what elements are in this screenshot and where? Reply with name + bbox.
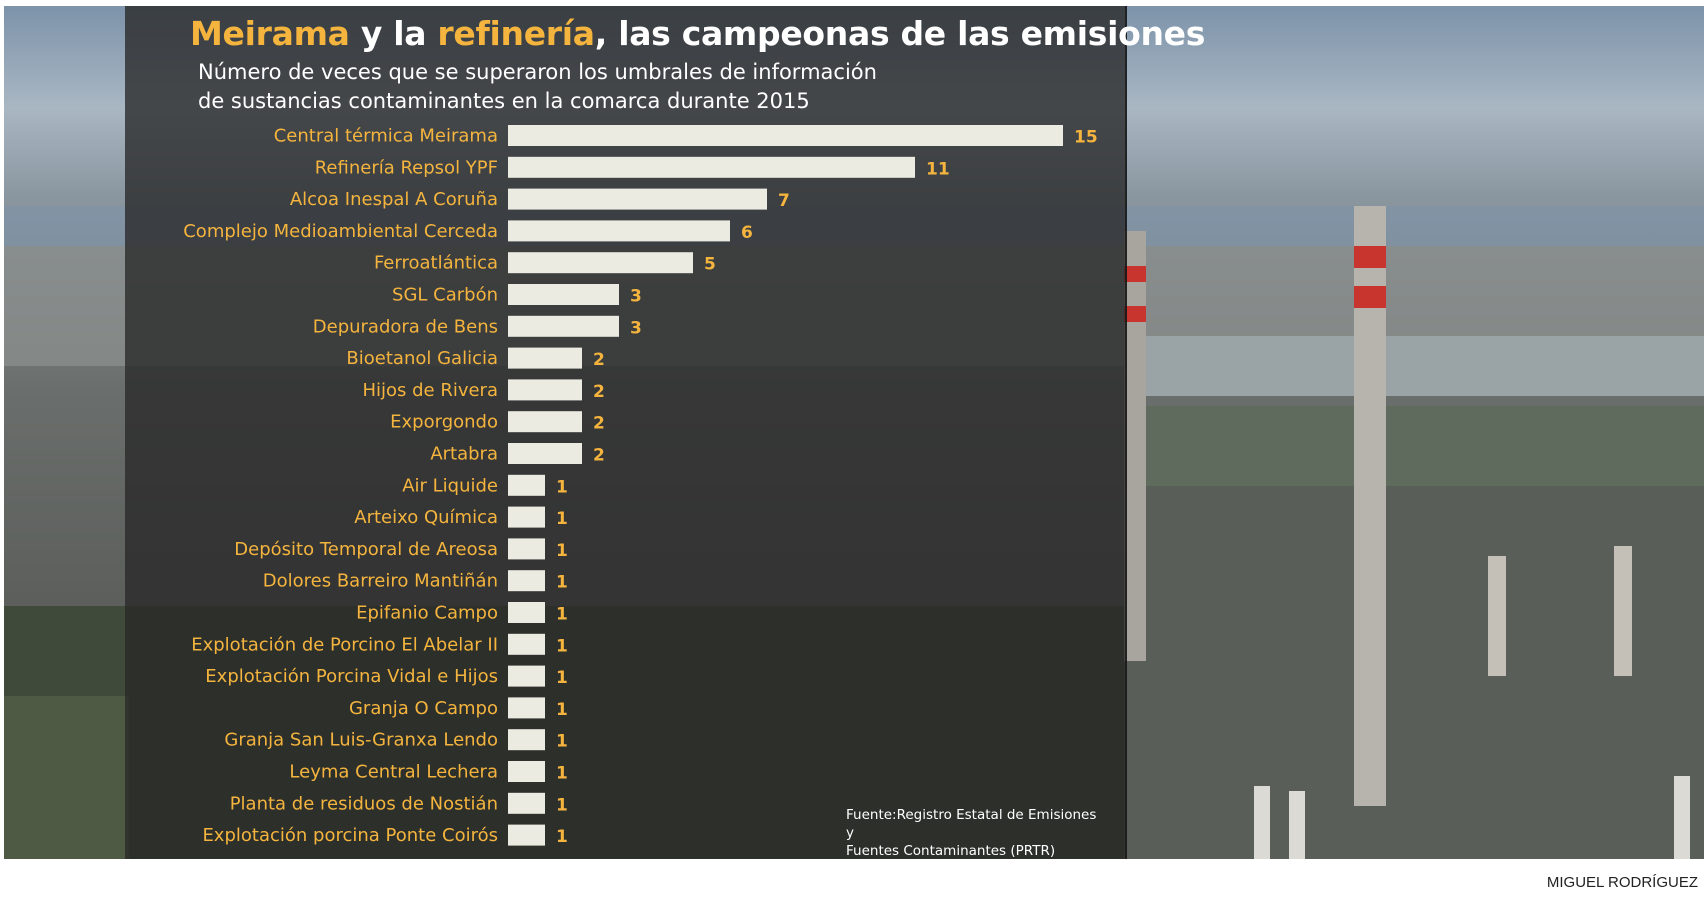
chart-panel: [125, 6, 1127, 859]
bar: [508, 188, 767, 210]
bar: [508, 252, 693, 274]
value-label: 6: [741, 223, 753, 243]
category-label: Central térmica Meirama: [274, 126, 498, 147]
category-label: Air Liquide: [402, 475, 498, 496]
bar: [508, 284, 619, 305]
category-label: Dolores Barreiro Mantiñán: [263, 571, 498, 592]
category-label: Ferroatlántica: [374, 253, 498, 274]
value-label: 1: [556, 509, 568, 529]
category-label: Exporgondo: [390, 412, 498, 433]
title-text-rest: , las campeonas de las emisiones: [594, 14, 1206, 53]
bar: [508, 729, 545, 751]
bar: [508, 792, 545, 814]
source-line-1: Fuente:Registro Estatal de Emisiones y: [846, 807, 1097, 841]
value-label: 1: [556, 764, 568, 784]
value-label: 1: [556, 795, 568, 815]
value-label: 1: [556, 732, 568, 752]
value-label: 1: [556, 636, 568, 656]
value-label: 7: [778, 191, 790, 211]
value-label: 11: [926, 159, 950, 179]
value-label: 1: [556, 605, 568, 625]
value-label: 3: [630, 318, 642, 338]
bar: [508, 506, 545, 528]
title-highlight-refineria: refinería: [437, 14, 595, 53]
category-label: Planta de residuos de Nostián: [230, 793, 498, 814]
chart-title: Meirama y la refinería, las campeonas de…: [190, 14, 1205, 53]
chart-subtitle: Número de veces que se superaron los umb…: [198, 58, 878, 116]
title-highlight-meirama: Meirama: [190, 14, 350, 53]
bar: [508, 474, 545, 496]
category-label: Explotación de Porcino El Abelar II: [191, 634, 498, 655]
subtitle-line-1: Número de veces que se superaron los umb…: [198, 60, 877, 84]
bar: [508, 570, 545, 592]
category-label: Leyma Central Lechera: [289, 762, 498, 783]
bar: [508, 411, 582, 433]
category-label: Arteixo Química: [354, 507, 498, 528]
category-label: Refinería Repsol YPF: [315, 157, 498, 178]
value-label: 3: [630, 287, 642, 307]
bar: [508, 443, 582, 464]
category-label: Artabra: [430, 444, 498, 465]
source-note: Fuente:Registro Estatal de Emisiones y F…: [846, 806, 1106, 860]
value-label: 1: [556, 700, 568, 720]
bar: [508, 602, 545, 623]
bar: [508, 697, 545, 719]
bar: [508, 538, 545, 560]
category-label: Explotación porcina Ponte Coirós: [202, 825, 498, 846]
category-label: Depuradora de Bens: [313, 316, 498, 337]
category-label: Explotación Porcina Vidal e Hijos: [205, 666, 498, 687]
value-label: 2: [593, 446, 605, 466]
value-label: 2: [593, 414, 605, 434]
subtitle-line-2: de sustancias contaminantes en la comarc…: [198, 89, 810, 113]
category-label: Hijos de Rivera: [362, 380, 498, 401]
value-label: 1: [556, 541, 568, 561]
value-label: 1: [556, 827, 568, 847]
value-label: 5: [704, 255, 716, 275]
bar: [508, 315, 619, 337]
bar: [508, 220, 730, 242]
title-text-connector: y la: [349, 14, 438, 53]
value-label: 1: [556, 573, 568, 593]
category-label: Alcoa Inespal A Coruña: [290, 189, 498, 210]
category-label: Complejo Medioambiental Cerceda: [183, 221, 498, 242]
category-label: Epifanio Campo: [356, 603, 498, 624]
value-label: 15: [1074, 128, 1098, 148]
photo-credit: MIGUEL RODRÍGUEZ: [1546, 874, 1698, 891]
value-label: 2: [593, 382, 605, 402]
source-line-2: Fuentes Contaminantes (PRTR): [846, 843, 1056, 859]
category-label: Granja O Campo: [349, 698, 498, 719]
category-label: Bioetanol Galicia: [346, 348, 498, 369]
bar: [508, 125, 1063, 146]
bar: [508, 633, 545, 655]
bar: [508, 156, 915, 178]
value-label: 1: [556, 668, 568, 688]
bar: [508, 379, 582, 401]
value-label: 2: [593, 350, 605, 370]
bar: [508, 761, 545, 782]
bar: [508, 824, 545, 846]
bar: [508, 347, 582, 369]
category-label: Depósito Temporal de Areosa: [234, 539, 498, 560]
bar: [508, 665, 545, 687]
category-label: SGL Carbón: [392, 285, 498, 306]
category-label: Granja San Luis-Granxa Lendo: [224, 730, 498, 751]
value-label: 1: [556, 477, 568, 497]
